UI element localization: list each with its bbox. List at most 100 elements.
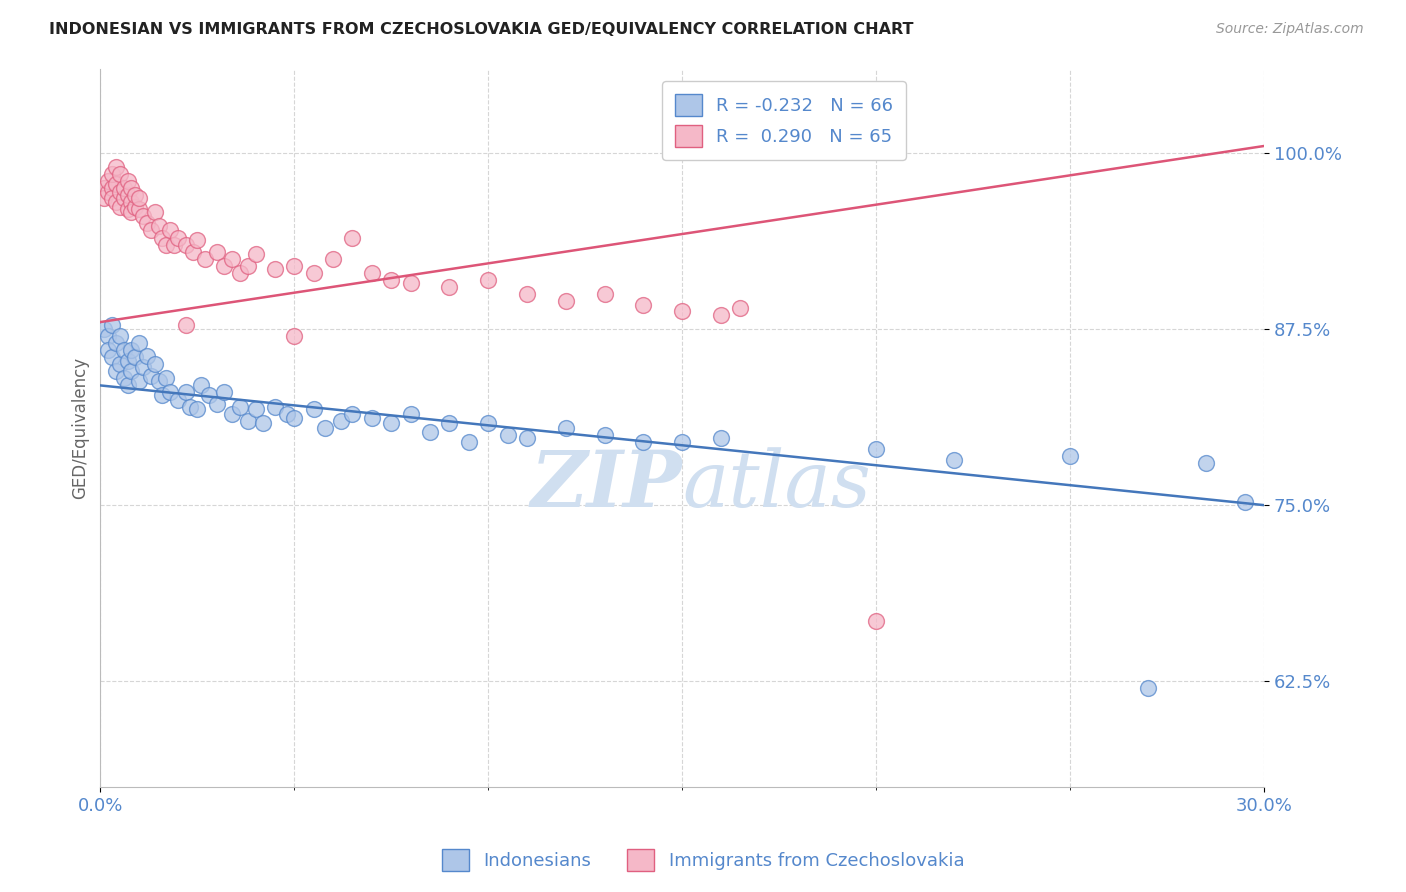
- Point: [633, 434, 655, 449]
- Point: [283, 329, 305, 343]
- Point: [108, 200, 131, 214]
- Point: [174, 237, 197, 252]
- Point: [97, 174, 120, 188]
- Point: [93, 191, 115, 205]
- Point: [477, 417, 499, 431]
- Point: [671, 434, 693, 449]
- Point: [128, 191, 150, 205]
- Point: [1233, 495, 1256, 509]
- Text: Source: ZipAtlas.com: Source: ZipAtlas.com: [1216, 22, 1364, 37]
- Point: [1195, 456, 1218, 470]
- Point: [174, 385, 197, 400]
- Point: [120, 181, 142, 195]
- Point: [120, 195, 142, 210]
- Point: [155, 237, 177, 252]
- Point: [205, 244, 228, 259]
- Legend: Indonesians, Immigrants from Czechoslovakia: Indonesians, Immigrants from Czechoslova…: [434, 842, 972, 879]
- Point: [865, 442, 887, 456]
- Point: [120, 205, 142, 219]
- Point: [252, 417, 274, 431]
- Point: [283, 259, 305, 273]
- Point: [128, 202, 150, 217]
- Point: [124, 188, 146, 202]
- Point: [108, 167, 131, 181]
- Point: [104, 160, 127, 174]
- Point: [139, 223, 162, 237]
- Point: [128, 336, 150, 351]
- Point: [117, 378, 139, 392]
- Point: [710, 308, 733, 322]
- Point: [214, 385, 236, 400]
- Point: [236, 259, 259, 273]
- Point: [108, 357, 131, 371]
- Point: [108, 186, 131, 200]
- Point: [245, 247, 267, 261]
- Point: [419, 425, 441, 439]
- Point: [329, 414, 352, 428]
- Point: [710, 431, 733, 445]
- Point: [179, 400, 201, 414]
- Point: [139, 368, 162, 383]
- Point: [342, 230, 364, 244]
- Y-axis label: GED/Equivalency: GED/Equivalency: [72, 357, 89, 499]
- Point: [117, 354, 139, 368]
- Point: [97, 186, 120, 200]
- Point: [214, 259, 236, 273]
- Point: [159, 385, 181, 400]
- Point: [135, 217, 157, 231]
- Point: [112, 371, 135, 385]
- Point: [186, 233, 208, 247]
- Point: [593, 286, 616, 301]
- Point: [1059, 449, 1081, 463]
- Point: [104, 336, 127, 351]
- Point: [167, 230, 190, 244]
- Legend: R = -0.232   N = 66, R =  0.290   N = 65: R = -0.232 N = 66, R = 0.290 N = 65: [662, 81, 905, 160]
- Point: [314, 420, 336, 434]
- Point: [439, 280, 461, 294]
- Point: [117, 174, 139, 188]
- Point: [104, 177, 127, 191]
- Point: [93, 322, 115, 336]
- Point: [380, 273, 402, 287]
- Point: [101, 191, 124, 205]
- Point: [399, 276, 422, 290]
- Point: [101, 167, 124, 181]
- Point: [143, 205, 166, 219]
- Point: [101, 181, 124, 195]
- Point: [101, 351, 124, 365]
- Point: [128, 374, 150, 388]
- Point: [496, 427, 519, 442]
- Point: [112, 191, 135, 205]
- Point: [132, 210, 155, 224]
- Point: [159, 223, 181, 237]
- Text: atlas: atlas: [682, 447, 870, 524]
- Point: [322, 252, 344, 266]
- Point: [730, 301, 752, 315]
- Point: [104, 364, 127, 378]
- Point: [516, 286, 538, 301]
- Point: [108, 329, 131, 343]
- Point: [205, 397, 228, 411]
- Point: [360, 410, 382, 425]
- Point: [342, 407, 364, 421]
- Point: [593, 427, 616, 442]
- Point: [93, 181, 115, 195]
- Point: [97, 329, 120, 343]
- Point: [360, 266, 382, 280]
- Point: [124, 200, 146, 214]
- Point: [439, 417, 461, 431]
- Point: [117, 202, 139, 217]
- Point: [283, 410, 305, 425]
- Point: [148, 374, 170, 388]
- Point: [120, 343, 142, 358]
- Point: [229, 266, 252, 280]
- Point: [112, 181, 135, 195]
- Point: [194, 252, 217, 266]
- Point: [97, 343, 120, 358]
- Point: [516, 431, 538, 445]
- Point: [167, 392, 190, 407]
- Point: [633, 298, 655, 312]
- Point: [554, 293, 576, 308]
- Point: [380, 417, 402, 431]
- Point: [198, 388, 221, 402]
